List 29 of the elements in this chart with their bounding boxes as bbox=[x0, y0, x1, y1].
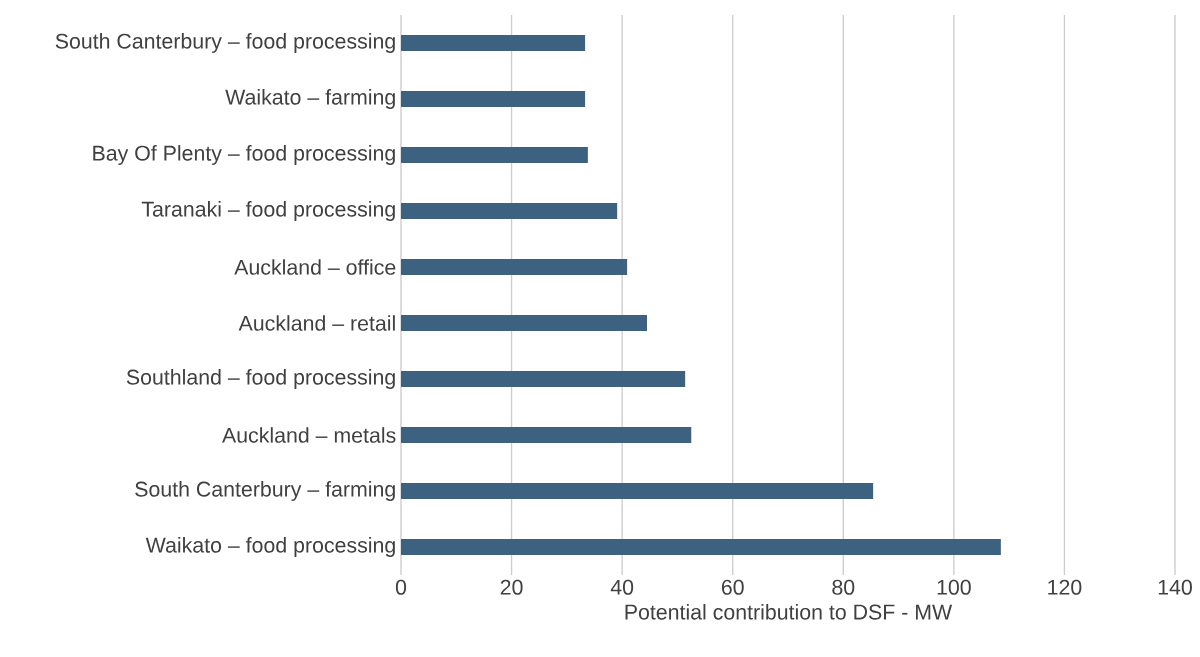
bar bbox=[401, 315, 648, 331]
y-tick-label: Taranaki – food processing bbox=[141, 201, 395, 221]
y-tick-label: Auckland – office bbox=[234, 259, 396, 275]
x-tick-label: 100 bbox=[937, 579, 971, 595]
bar bbox=[401, 203, 618, 219]
bar bbox=[401, 259, 628, 275]
x-tick-label: 120 bbox=[1048, 579, 1082, 595]
x-tick-label: 80 bbox=[832, 579, 855, 595]
x-tick-label: 40 bbox=[610, 579, 634, 595]
y-tick-label: Auckland – retail bbox=[238, 315, 395, 331]
bar bbox=[401, 427, 692, 443]
bar bbox=[401, 371, 686, 387]
y-tick-label: Waikato – farming bbox=[225, 89, 395, 109]
y-tick-label: Auckland – metals bbox=[222, 427, 396, 443]
x-tick-label: 60 bbox=[721, 579, 744, 595]
y-tick-label: Bay Of Plenty – food processing bbox=[93, 145, 395, 165]
x-tick-label: 0 bbox=[395, 579, 407, 595]
x-tick-label: 20 bbox=[500, 579, 523, 595]
bar bbox=[401, 35, 586, 51]
bar bbox=[401, 91, 586, 107]
x-tick-label: 140 bbox=[1158, 579, 1192, 595]
y-tick-label: South Canterbury – food processing bbox=[55, 33, 395, 53]
bar bbox=[401, 483, 874, 499]
y-tick-label: Southland – food processing bbox=[126, 369, 395, 389]
bar bbox=[401, 538, 1001, 555]
x-axis-title: Potential contribution to DSF - MW bbox=[625, 603, 953, 620]
y-tick-label: Waikato – food processing bbox=[145, 537, 395, 557]
bar bbox=[401, 147, 588, 163]
y-tick-label: South Canterbury – farming bbox=[135, 481, 395, 501]
